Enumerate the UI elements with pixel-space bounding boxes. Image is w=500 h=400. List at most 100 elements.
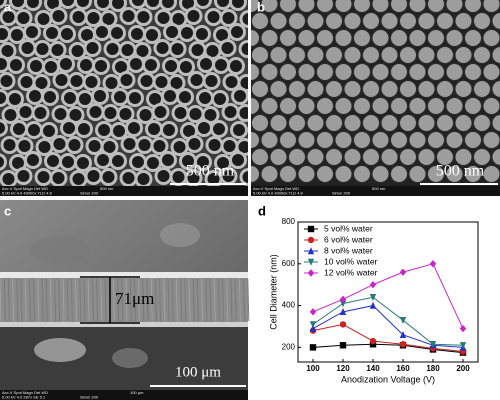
legend-label: 6 vol% water (324, 234, 373, 244)
pore (210, 120, 228, 138)
pore (61, 89, 79, 107)
series-line (312, 296, 464, 346)
cell (417, 45, 436, 65)
cell (482, 130, 500, 150)
cell (251, 96, 261, 116)
pore (194, 0, 212, 9)
marker (399, 341, 407, 348)
cell (482, 28, 500, 48)
cell (371, 28, 390, 48)
x-tick-label: 180 (426, 364, 440, 373)
cell (269, 11, 288, 31)
pore (178, 24, 196, 42)
cell (324, 11, 344, 31)
cell (251, 130, 261, 150)
cell (324, 113, 344, 133)
pore (49, 169, 68, 186)
pore (197, 55, 215, 73)
x-tick-label: 120 (336, 364, 350, 373)
pore (95, 121, 113, 139)
pore (188, 41, 207, 59)
film-edge (0, 322, 248, 327)
pore (109, 152, 127, 170)
pore (154, 167, 173, 185)
cell (278, 164, 298, 184)
striation (243, 278, 246, 322)
y-tick-label: 800 (282, 217, 296, 226)
marker (307, 269, 315, 277)
cell (287, 11, 307, 31)
pore (117, 71, 136, 89)
cell (306, 113, 325, 133)
pore (111, 88, 129, 106)
striation (58, 278, 61, 322)
pore (93, 23, 111, 41)
cell (297, 96, 316, 116)
cell (287, 45, 307, 65)
pore (221, 103, 240, 121)
striation (154, 278, 157, 322)
striation (226, 278, 229, 322)
cell (260, 28, 279, 48)
cell (491, 11, 500, 31)
striation (100, 278, 103, 322)
pore (231, 87, 248, 105)
striation (91, 278, 94, 322)
pore (40, 122, 58, 140)
cell (435, 11, 455, 31)
striation (234, 278, 237, 322)
marker (429, 260, 437, 268)
cell (251, 62, 261, 82)
scale-bar-label: 500 nm (186, 163, 235, 180)
pore (162, 57, 180, 75)
striation (150, 278, 153, 322)
pore (134, 170, 153, 186)
striation (163, 278, 166, 322)
striation (201, 278, 204, 322)
pore (144, 154, 162, 172)
cell (472, 45, 492, 65)
cell (251, 45, 270, 65)
cell (343, 79, 362, 99)
pore (159, 151, 177, 169)
cell (426, 130, 446, 150)
pore (9, 0, 27, 10)
pore (49, 7, 68, 25)
pore (41, 88, 59, 106)
pore (126, 89, 144, 107)
pore (84, 9, 103, 27)
pore (135, 136, 154, 154)
pore (69, 170, 88, 186)
cell (445, 130, 464, 150)
cell (398, 45, 418, 65)
info-text: Acc.V Spot Magn Det WD (2, 390, 48, 395)
scale-bar-label: 100 μm (175, 364, 221, 380)
cell (408, 62, 427, 82)
pore (171, 104, 190, 122)
marker (307, 247, 315, 255)
pore (220, 137, 239, 155)
info-text: Acc.V Spot Magn Det WD (253, 186, 299, 191)
pore (57, 55, 75, 73)
cell (417, 147, 436, 167)
pore (0, 0, 7, 9)
pore (59, 0, 77, 9)
pore (0, 153, 7, 171)
striation (184, 278, 187, 322)
striation (16, 278, 19, 322)
info-text: Sirion 200 (332, 191, 351, 196)
marker (459, 324, 467, 333)
cell (426, 0, 446, 14)
cell (297, 164, 316, 184)
pore (186, 105, 205, 123)
cell (278, 96, 298, 116)
legend-label: 5 vol% water (324, 223, 373, 233)
marker (369, 280, 377, 289)
pore (91, 87, 109, 105)
pore (48, 41, 67, 59)
pore (109, 0, 127, 12)
cell (435, 147, 455, 167)
cell (352, 164, 372, 184)
pore (103, 40, 122, 58)
marker (339, 342, 347, 349)
